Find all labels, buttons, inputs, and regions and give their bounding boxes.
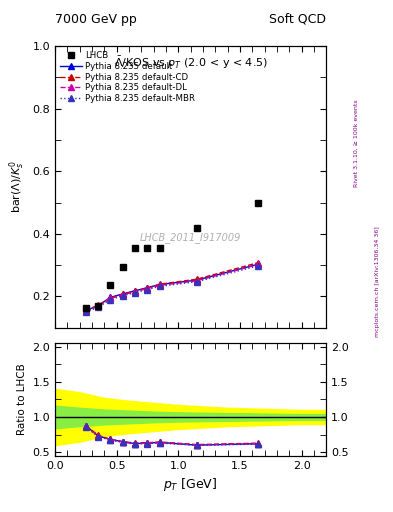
- Pythia 8.235 default-MBR: [83, 309, 88, 315]
- Pythia 8.235 default-CD: [96, 302, 101, 308]
- LHCB: [158, 245, 162, 251]
- Pythia 8.235 default: [121, 291, 125, 297]
- Pythia 8.235 default: [83, 307, 88, 313]
- Pythia 8.235 default-DL: [133, 289, 138, 295]
- Pythia 8.235 default-MBR: [133, 290, 138, 296]
- Text: $\bar{\Lambda}$/KOS vs $p_T$ (2.0 < y < 4.5): $\bar{\Lambda}$/KOS vs $p_T$ (2.0 < y < …: [114, 55, 268, 71]
- Pythia 8.235 default: [195, 277, 199, 283]
- Pythia 8.235 default-MBR: [121, 293, 125, 299]
- Pythia 8.235 default-CD: [256, 260, 261, 266]
- Pythia 8.235 default-CD: [121, 291, 125, 297]
- Pythia 8.235 default-MBR: [145, 286, 150, 292]
- Pythia 8.235 default-DL: [96, 303, 101, 309]
- Text: 7000 GeV pp: 7000 GeV pp: [55, 13, 137, 26]
- Text: mcplots.cern.ch [arXiv:1306.34 36]: mcplots.cern.ch [arXiv:1306.34 36]: [375, 226, 380, 337]
- Pythia 8.235 default-MBR: [158, 283, 162, 289]
- Pythia 8.235 default-MBR: [96, 304, 101, 310]
- Legend: LHCB, Pythia 8.235 default, Pythia 8.235 default-CD, Pythia 8.235 default-DL, Py: LHCB, Pythia 8.235 default, Pythia 8.235…: [59, 50, 196, 104]
- Pythia 8.235 default-CD: [133, 288, 138, 294]
- Line: LHCB: LHCB: [83, 199, 262, 312]
- Pythia 8.235 default-CD: [145, 285, 150, 291]
- Pythia 8.235 default: [256, 261, 261, 267]
- Pythia 8.235 default: [108, 294, 113, 301]
- Pythia 8.235 default: [133, 288, 138, 294]
- LHCB: [256, 200, 261, 206]
- Pythia 8.235 default-MBR: [195, 279, 199, 285]
- LHCB: [195, 224, 199, 230]
- Pythia 8.235 default-CD: [83, 307, 88, 313]
- Text: LHCB_2011_I917009: LHCB_2011_I917009: [140, 232, 241, 243]
- Pythia 8.235 default-DL: [158, 283, 162, 289]
- LHCB: [133, 245, 138, 251]
- Pythia 8.235 default-CD: [108, 295, 113, 301]
- Pythia 8.235 default: [96, 303, 101, 309]
- LHCB: [121, 264, 125, 270]
- Pythia 8.235 default-DL: [195, 278, 199, 284]
- X-axis label: $p_T$ [GeV]: $p_T$ [GeV]: [163, 476, 218, 493]
- Y-axis label: Ratio to LHCB: Ratio to LHCB: [17, 364, 27, 435]
- Pythia 8.235 default: [145, 285, 150, 291]
- Text: Soft QCD: Soft QCD: [269, 13, 326, 26]
- Pythia 8.235 default-DL: [83, 308, 88, 314]
- Pythia 8.235 default: [158, 282, 162, 288]
- LHCB: [96, 303, 101, 309]
- Text: Rivet 3.1.10, ≥ 100k events: Rivet 3.1.10, ≥ 100k events: [354, 99, 359, 187]
- Pythia 8.235 default-CD: [195, 276, 199, 282]
- Line: Pythia 8.235 default-MBR: Pythia 8.235 default-MBR: [83, 263, 261, 315]
- Pythia 8.235 default-DL: [108, 295, 113, 302]
- Line: Pythia 8.235 default: Pythia 8.235 default: [83, 262, 261, 313]
- Pythia 8.235 default-DL: [121, 292, 125, 298]
- LHCB: [108, 283, 113, 289]
- Y-axis label: bar($\Lambda$)/$K^0_s$: bar($\Lambda$)/$K^0_s$: [7, 160, 27, 214]
- LHCB: [83, 305, 88, 311]
- Pythia 8.235 default-MBR: [108, 296, 113, 303]
- Line: Pythia 8.235 default-DL: Pythia 8.235 default-DL: [83, 262, 261, 314]
- Pythia 8.235 default-MBR: [256, 263, 261, 269]
- Pythia 8.235 default-DL: [145, 286, 150, 292]
- LHCB: [145, 245, 150, 251]
- Line: Pythia 8.235 default-CD: Pythia 8.235 default-CD: [83, 260, 261, 313]
- Pythia 8.235 default-CD: [158, 281, 162, 287]
- Pythia 8.235 default-DL: [256, 262, 261, 268]
